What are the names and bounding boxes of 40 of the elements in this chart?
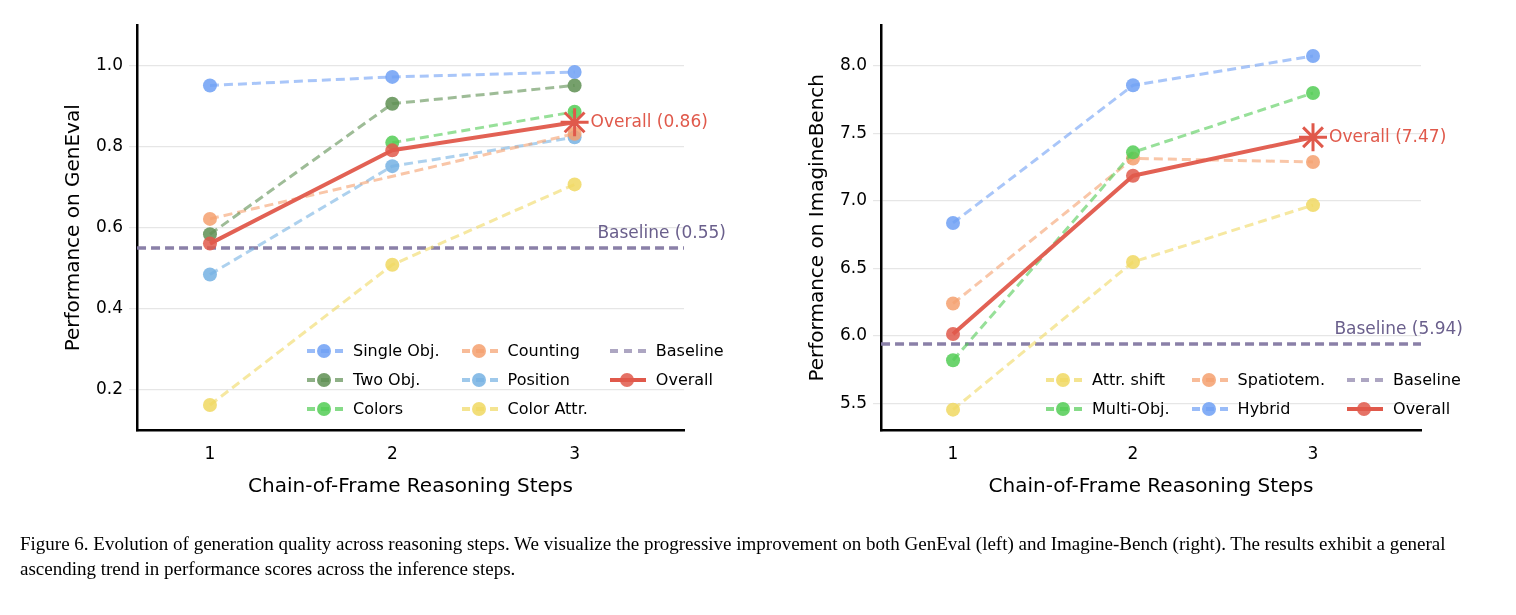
legend-label: Baseline xyxy=(655,340,724,360)
y-tick-label: 0.8 xyxy=(95,135,124,156)
legend-label: Position xyxy=(507,369,570,389)
annotation: Overall (7.47) xyxy=(1329,125,1447,146)
legend-label: Spatiotem. xyxy=(1237,369,1326,389)
legend-label: Counting xyxy=(507,340,580,360)
legend-label: Overall xyxy=(655,369,714,389)
x-tick-label: 1 xyxy=(204,443,216,464)
annotation: Baseline (0.55) xyxy=(597,222,726,242)
x-tick-label: 2 xyxy=(386,443,398,464)
y-tick-label: 0.6 xyxy=(95,216,124,237)
caption: Figure 6. Evolution of generation quality across reasoning steps. We visualize the progressive improvement on both GenEval (left) and Imagine-Bench (right). The results exhibit a general ascending trend in performance scores across the inference steps. xyxy=(20,532,1447,581)
annotation: Baseline (5.94) xyxy=(1334,317,1463,338)
y-tick-label: 1.0 xyxy=(95,53,124,74)
legend-label: Two Obj. xyxy=(353,369,421,389)
x-tick-label: 2 xyxy=(1127,443,1139,464)
legend-label: Colors xyxy=(353,398,404,418)
y-tick-label: 7.5 xyxy=(839,121,868,142)
y-tick-label: 6.5 xyxy=(839,256,868,277)
y-tick-label: 8.0 xyxy=(839,53,868,74)
x-axis-title: Chain-of-Frame Reasoning Steps xyxy=(248,473,573,498)
y-axis-title: Performance on GenEval xyxy=(60,104,85,352)
x-tick-label: 3 xyxy=(569,443,581,464)
legend-label: Baseline xyxy=(1393,369,1461,389)
legend-label: Multi-Obj. xyxy=(1092,398,1170,418)
x-tick-label: 3 xyxy=(1307,443,1319,464)
legend-label: Attr. shift xyxy=(1092,369,1166,389)
y-tick-label: 6.0 xyxy=(839,324,868,345)
legend-label: Overall xyxy=(1393,398,1451,418)
legend-label: Color Attr. xyxy=(507,398,588,418)
y-tick-label: 0.2 xyxy=(95,378,124,399)
y-axis-title: Performance on ImagineBench xyxy=(804,74,829,382)
y-tick-label: 5.5 xyxy=(839,391,868,412)
x-tick-label: 1 xyxy=(947,443,959,464)
x-axis-title: Chain-of-Frame Reasoning Steps xyxy=(988,473,1314,498)
y-tick-label: 0.4 xyxy=(95,297,124,318)
annotation: Overall (0.86) xyxy=(590,110,708,131)
y-tick-label: 7.0 xyxy=(839,189,868,210)
legend-label: Hybrid xyxy=(1237,398,1291,418)
legend-label: Single Obj. xyxy=(353,340,440,360)
